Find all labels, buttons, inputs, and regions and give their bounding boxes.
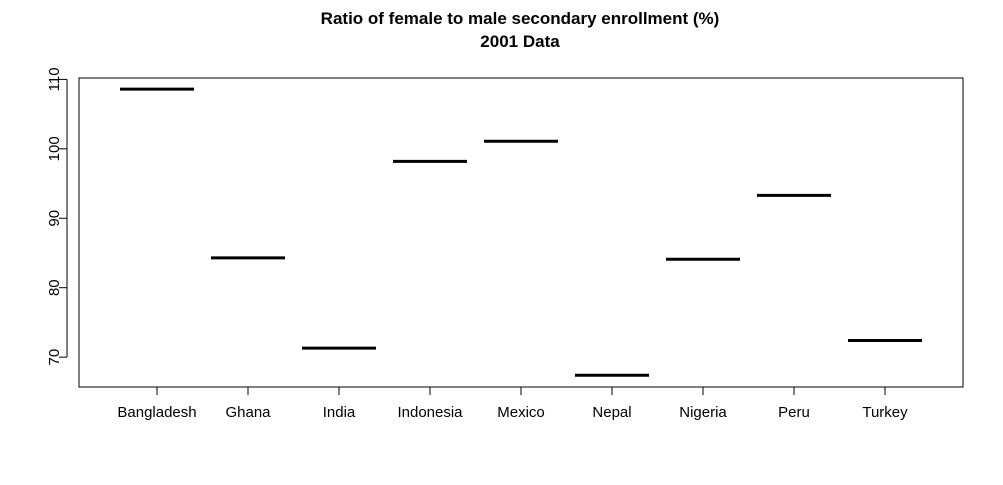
- y-tick-label: 100: [46, 136, 63, 161]
- y-axis: 70 80 90 100 110: [46, 67, 68, 366]
- chart-title: Ratio of female to male secondary enroll…: [321, 9, 720, 28]
- y-tick-label: 70: [46, 349, 63, 366]
- x-axis: Bangladesh Ghana India Indonesia Mexico Nepal…: [117, 387, 908, 421]
- x-tick-label: Ghana: [225, 404, 271, 421]
- x-tick-label: Mexico: [497, 404, 545, 421]
- x-tick-label: India: [323, 404, 356, 421]
- x-tick-label: Indonesia: [397, 404, 463, 421]
- x-tick-label: Peru: [778, 404, 810, 421]
- x-tick-label: Bangladesh: [117, 404, 196, 421]
- y-tick-label: 80: [46, 279, 63, 296]
- x-tick-label: Turkey: [862, 404, 908, 421]
- chart-subtitle: 2001 Data: [480, 32, 560, 51]
- x-tick-label: Nepal: [592, 404, 631, 421]
- x-tick-label: Nigeria: [679, 404, 727, 421]
- data-marks: [120, 87, 922, 377]
- y-tick-label: 110: [46, 67, 63, 91]
- y-tick-label: 90: [46, 210, 63, 227]
- plot-frame: [78, 77, 964, 388]
